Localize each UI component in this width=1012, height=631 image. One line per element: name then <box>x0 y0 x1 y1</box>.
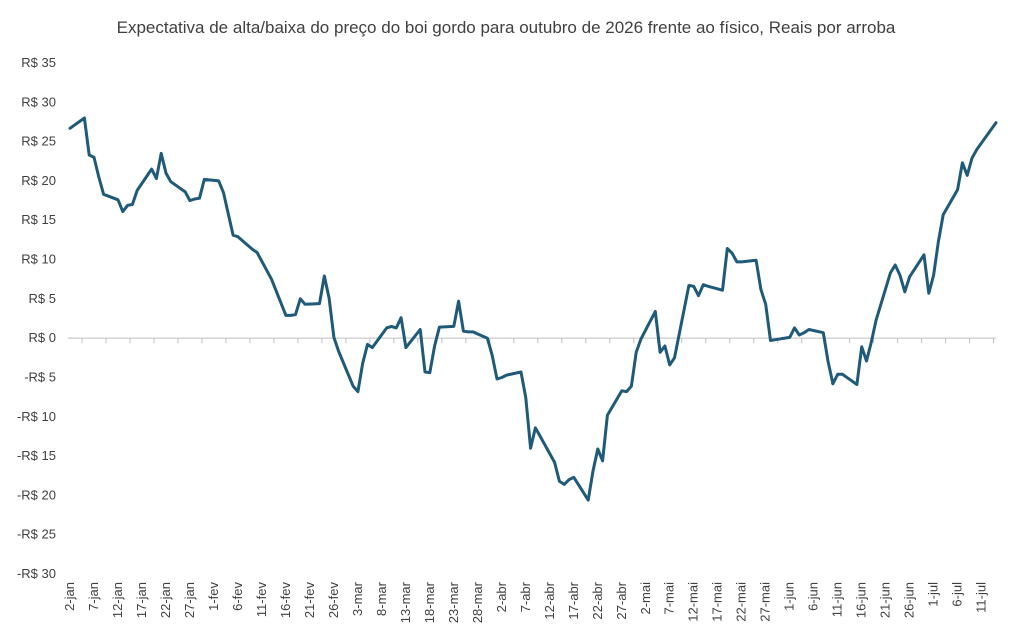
x-tick-label: 28-mar <box>470 581 485 623</box>
y-tick-label: R$ 20 <box>21 173 56 188</box>
y-tick-label: R$ 35 <box>21 55 56 70</box>
x-tick-label: 26-jun <box>902 582 917 618</box>
x-tick-label: 17-jan <box>134 582 149 618</box>
x-tick-label: 16-jun <box>854 582 869 618</box>
x-tick-label: 18-mar <box>422 581 437 623</box>
series-line <box>68 116 998 502</box>
x-tick-label: 12-mai <box>686 582 701 622</box>
x-tick-label: 6-fev <box>230 582 245 611</box>
x-tick-label: 13-mar <box>398 581 413 623</box>
x-tick-label: 17-mai <box>710 582 725 622</box>
y-tick-label: -R$ 5 <box>24 369 56 384</box>
x-tick-label: 23-mar <box>446 581 461 623</box>
y-tick-label: -R$ 20 <box>17 487 56 502</box>
y-tick-label: R$ 5 <box>29 291 56 306</box>
x-tick-label: 26-fev <box>326 582 341 619</box>
y-tick-label: R$ 25 <box>21 134 56 149</box>
x-tick-label: 7-mai <box>662 582 677 615</box>
x-tick-label: 6-jun <box>806 582 821 611</box>
y-tick-label: -R$ 30 <box>17 566 56 581</box>
x-tick-label: 1-jul <box>926 582 941 607</box>
x-tick-label: 11-jul <box>974 582 989 613</box>
x-tick-label: 21-jun <box>878 582 893 618</box>
x-tick-label: 11-fev <box>254 582 269 618</box>
x-tick-label: 21-fev <box>302 582 317 619</box>
x-tick-label: 27-abr <box>614 581 629 619</box>
x-tick-label: 2-abr <box>494 581 509 612</box>
x-tick-label: 17-abr <box>566 581 581 619</box>
x-tick-label: 6-jul <box>950 582 965 607</box>
x-tick-label: 7-jan <box>86 582 101 611</box>
x-tick-label: 2-jan <box>62 582 77 611</box>
x-tick-label: 27-mai <box>758 582 773 622</box>
x-tick-label: 1-fev <box>206 582 221 611</box>
x-tick-label: 12-abr <box>542 581 557 619</box>
x-tick-label: 8-mar <box>374 581 389 616</box>
y-tick-label: R$ 10 <box>21 252 56 267</box>
x-tick-label: 3-mar <box>350 581 365 616</box>
y-tick-label: R$ 0 <box>29 330 56 345</box>
x-tick-label: 16-fev <box>278 582 293 619</box>
x-tick-label: 2-mai <box>638 582 653 615</box>
y-tick-label: -R$ 25 <box>17 527 56 542</box>
y-tick-label: R$ 15 <box>21 212 56 227</box>
chart-title: Expectativa de alta/baixa do preço do bo… <box>116 18 896 37</box>
x-tick-label: 27-jan <box>182 582 197 618</box>
x-tick-label: 22-mai <box>734 582 749 622</box>
y-tick-label: R$ 30 <box>21 94 56 109</box>
x-tick-label: 22-abr <box>590 581 605 619</box>
y-tick-label: -R$ 10 <box>17 409 56 424</box>
x-tick-label: 11-jun <box>830 582 845 617</box>
x-tick-label: 12-jan <box>110 582 125 618</box>
x-tick-label: 7-abr <box>518 581 533 612</box>
x-tick-label: 22-jan <box>158 582 173 618</box>
y-tick-label: -R$ 15 <box>17 448 56 463</box>
x-tick-label: 1-jun <box>782 582 797 611</box>
